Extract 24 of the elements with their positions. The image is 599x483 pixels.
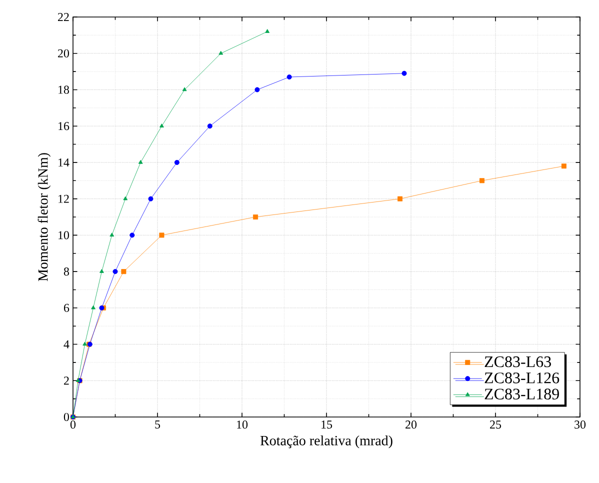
- y-axis-title: Momento fletor (kNm): [38, 153, 51, 282]
- y-tick-label: 16: [58, 122, 70, 130]
- legend-label: ZC83-L126: [484, 372, 560, 384]
- x-tick-label: 0: [70, 420, 76, 429]
- x-tick-label: 25: [490, 420, 502, 429]
- y-tick-label: 12: [58, 194, 69, 203]
- x-axis-title: Rotação relativa (mrad): [260, 435, 392, 448]
- y-tick-label: 20: [58, 49, 70, 58]
- x-tick-label: 10: [237, 420, 248, 429]
- x-tick-label: 30: [574, 420, 586, 429]
- y-tick-label: 14: [58, 158, 70, 166]
- legend-label: ZC83-L189: [484, 388, 559, 400]
- y-tick-label: 0: [64, 412, 70, 422]
- y-tick-label: 2: [64, 376, 69, 385]
- y-tick-label: 4: [64, 340, 70, 348]
- y-tick-label: 10: [58, 231, 70, 240]
- x-tick-label: 15: [322, 420, 332, 429]
- y-tick-label: 8: [64, 267, 70, 276]
- legend-label: ZC83-L63: [484, 356, 551, 368]
- x-tick-label: 5: [155, 420, 160, 428]
- x-tick-label: 20: [406, 420, 417, 429]
- y-tick-label: 18: [58, 86, 70, 94]
- y-tick-label: 22: [58, 13, 69, 21]
- y-tick-label: 6: [64, 304, 70, 312]
